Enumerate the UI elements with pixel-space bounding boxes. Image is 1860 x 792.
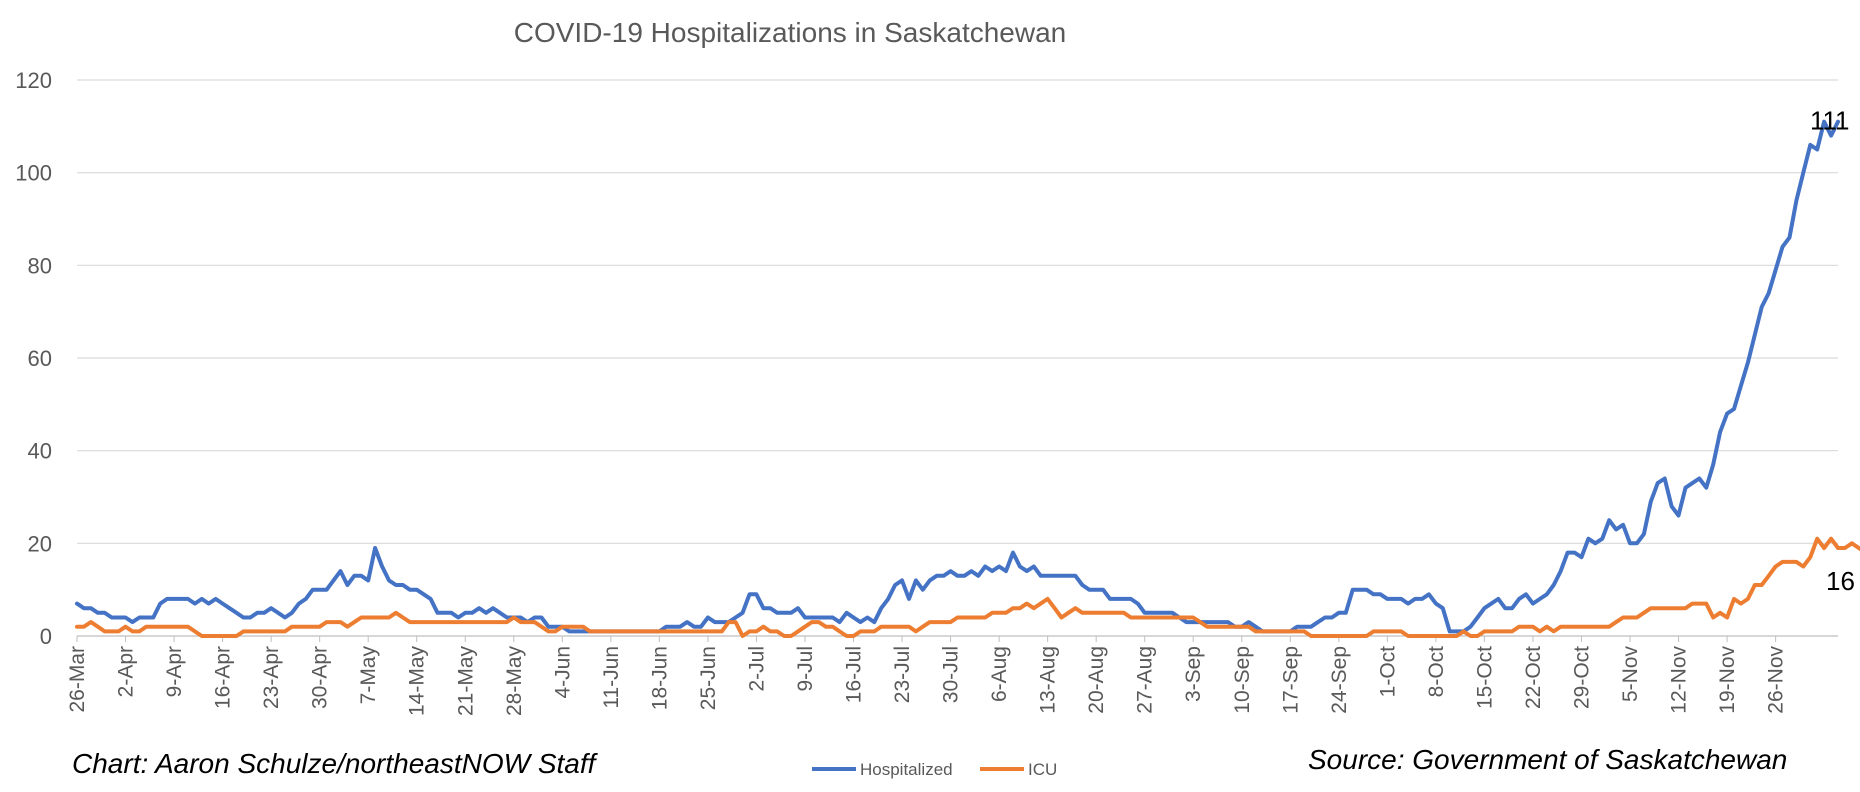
x-tick-label: 18-Jun xyxy=(648,646,671,710)
y-tick-label: 0 xyxy=(40,624,52,649)
legend: Hospitalized ICU xyxy=(812,760,1057,779)
x-tick-label: 15-Oct xyxy=(1473,646,1496,709)
x-tick-label: 10-Sep xyxy=(1231,646,1254,714)
x-tick-label: 4-Jun xyxy=(551,646,574,699)
y-tick-label: 120 xyxy=(15,68,52,93)
legend-label-icu: ICU xyxy=(1028,760,1057,779)
legend-label-hospitalized: Hospitalized xyxy=(860,760,953,779)
end-label-icu: 16 xyxy=(1826,566,1855,596)
x-tick-label: 3-Sep xyxy=(1182,646,1205,702)
end-labels: 111 16 xyxy=(1810,106,1855,596)
x-tick-label: 26-Nov xyxy=(1765,646,1788,714)
x-tick-label: 12-Nov xyxy=(1668,646,1691,714)
x-tick-label: 27-Aug xyxy=(1134,646,1157,714)
x-tick-label: 6-Aug xyxy=(988,646,1011,702)
x-tick-label: 2-Apr xyxy=(115,646,138,697)
x-tick-label: 7-May xyxy=(357,646,380,705)
chart-credit: Chart: Aaron Schulze/northeastNOW Staff xyxy=(72,748,596,779)
x-tick-label: 5-Nov xyxy=(1619,646,1642,703)
x-tick-label: 19-Nov xyxy=(1716,646,1739,714)
x-tick-label: 25-Jun xyxy=(697,646,720,710)
x-tick-label: 2-Jul xyxy=(745,646,768,692)
series-lines xyxy=(75,119,1860,638)
x-tick-label: 20-Aug xyxy=(1085,646,1108,714)
x-tick-label: 21-May xyxy=(454,646,477,717)
y-tick-label: 60 xyxy=(28,346,52,371)
x-tick-label: 29-Oct xyxy=(1570,646,1593,709)
x-tick-label: 13-Aug xyxy=(1037,646,1060,714)
x-axis-ticks: 26-Mar 2-Apr 9-Apr 16-Apr 23-Apr 30-Apr 7-May 1… xyxy=(66,636,1788,716)
gridlines xyxy=(77,79,1838,637)
x-tick-label: 16-Jul xyxy=(843,646,866,703)
x-tick-label: 28-May xyxy=(503,646,526,717)
y-tick-label: 80 xyxy=(28,253,52,278)
series-line-icu xyxy=(75,536,1860,638)
x-tick-label: 22-Oct xyxy=(1522,646,1545,709)
y-tick-label: 20 xyxy=(28,531,52,556)
x-tick-label: 23-Jul xyxy=(891,646,914,703)
chart-title: COVID-19 Hospitalizations in Saskatchewa… xyxy=(514,17,1066,48)
y-tick-label: 100 xyxy=(15,161,52,186)
x-tick-label: 9-Jul xyxy=(794,646,817,692)
y-tick-label: 40 xyxy=(28,439,52,464)
chart-source: Source: Government of Saskatchewan xyxy=(1308,744,1788,775)
y-axis-ticks: 0 20 40 60 80 100 120 xyxy=(15,68,52,649)
x-tick-label: 23-Apr xyxy=(260,646,283,709)
x-tick-label: 24-Sep xyxy=(1328,646,1351,714)
x-tick-label: 26-Mar xyxy=(66,646,89,713)
end-label-hospitalized: 111 xyxy=(1810,106,1850,136)
series-line-hospitalized xyxy=(75,119,1840,634)
x-tick-label: 30-Apr xyxy=(309,646,332,709)
x-tick-label: 16-Apr xyxy=(212,646,235,709)
x-tick-label: 1-Oct xyxy=(1376,646,1399,698)
x-tick-label: 30-Jul xyxy=(940,646,963,703)
x-tick-label: 17-Sep xyxy=(1279,646,1302,714)
x-tick-label: 11-Jun xyxy=(600,646,623,709)
x-tick-label: 8-Oct xyxy=(1425,646,1448,698)
x-tick-label: 9-Apr xyxy=(163,646,186,697)
x-tick-label: 14-May xyxy=(406,646,429,717)
